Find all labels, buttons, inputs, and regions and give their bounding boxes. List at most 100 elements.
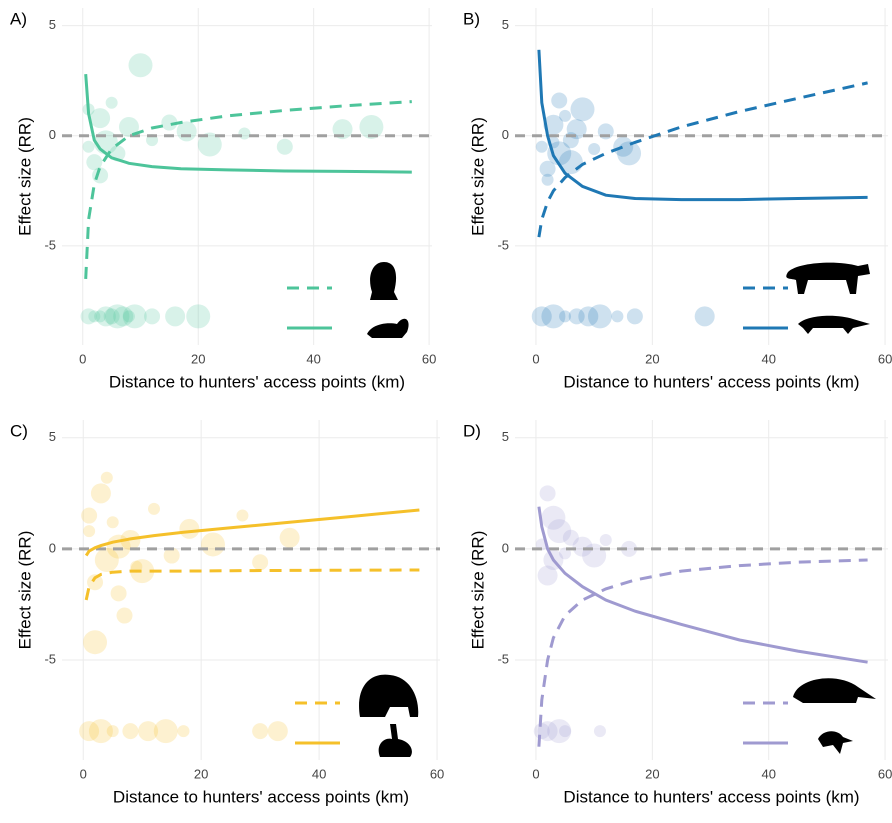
scatter-point	[543, 114, 564, 135]
scatter-point	[87, 574, 104, 591]
scatter-point	[626, 308, 643, 325]
silhouette	[367, 318, 409, 338]
scatter-point	[559, 109, 572, 122]
scatter-point	[613, 136, 634, 157]
x-tick-label: 0	[80, 766, 87, 781]
silhouette	[818, 731, 853, 754]
x-tick-label: 60	[878, 766, 892, 781]
scatter-point	[533, 723, 550, 740]
y-tick-label: 5	[502, 17, 509, 32]
y-axis-title: Effect size (RR)	[15, 531, 34, 650]
y-tick-label: 0	[49, 540, 56, 555]
scatter-point	[539, 160, 556, 177]
scatter-point	[90, 108, 111, 129]
silhouette	[370, 262, 398, 300]
scatter-point	[130, 559, 155, 584]
scatter-point	[252, 723, 269, 740]
y-tick-label: -5	[44, 651, 56, 666]
x-tick-label: 0	[532, 351, 539, 366]
panel-label: B)	[463, 9, 480, 28]
x-tick-label: 60	[878, 351, 892, 366]
scatter-point	[94, 548, 119, 572]
scatter-point	[570, 97, 595, 122]
y-tick-label: -5	[44, 237, 56, 252]
scatter-point	[559, 725, 572, 738]
scatter-point	[88, 310, 101, 323]
x-tick-label: 20	[645, 766, 659, 781]
scatter-point	[95, 306, 116, 327]
scatter-point	[122, 310, 135, 323]
scatter-point	[105, 96, 118, 109]
scatter-point	[165, 306, 186, 327]
curve	[537, 81, 868, 238]
scatter-point	[83, 630, 108, 655]
curve	[84, 508, 420, 557]
panel-label: D)	[463, 421, 481, 440]
scatter-point	[537, 721, 558, 742]
scatter-point	[103, 308, 120, 325]
scatter-point	[531, 306, 552, 327]
scatter-point	[559, 310, 572, 323]
scatter-point	[611, 310, 624, 323]
panel-label: C)	[10, 421, 28, 440]
scatter-point	[238, 127, 251, 140]
x-tick-label: 20	[194, 766, 208, 781]
scatter-point	[197, 132, 222, 157]
scatter-point	[359, 114, 384, 139]
scatter-point	[81, 507, 98, 524]
scatter-point	[551, 92, 568, 109]
scatter-point	[200, 532, 225, 557]
x-tick-label: 0	[79, 351, 86, 366]
scatter-point	[83, 525, 96, 538]
scatter-point	[587, 304, 612, 329]
y-tick-label: 5	[49, 429, 56, 444]
scatter-point	[578, 306, 599, 327]
x-tick-label: 60	[430, 766, 444, 781]
scatter-point	[617, 141, 642, 166]
scatter-point	[122, 723, 139, 740]
x-axis-title: Distance to hunters' access points (km)	[563, 372, 859, 391]
scatter-point	[106, 725, 119, 738]
scatter-point	[186, 304, 211, 329]
scatter-point	[537, 565, 558, 586]
panel-label: A)	[10, 9, 27, 28]
scatter-point	[593, 725, 606, 738]
y-tick-label: -5	[497, 237, 509, 252]
scatter-point	[547, 719, 572, 744]
scatter-point	[153, 719, 178, 744]
scatter-point	[118, 116, 139, 137]
scatter-point	[176, 121, 197, 142]
x-tick-label: 20	[191, 351, 205, 366]
y-tick-label: 0	[502, 540, 509, 555]
curve	[84, 73, 412, 174]
scatter-point	[267, 721, 288, 742]
scatter-point	[566, 119, 587, 140]
scatter-point	[110, 585, 127, 602]
y-tick-label: 0	[49, 127, 56, 142]
scatter-point	[82, 140, 95, 153]
scatter-point	[106, 516, 119, 529]
x-axis-title: Distance to hunters' access points (km)	[563, 787, 859, 806]
scatter-point	[88, 719, 113, 744]
scatter-point	[541, 304, 566, 329]
x-tick-label: 40	[306, 351, 320, 366]
scatter-point	[252, 554, 269, 571]
scatter-point	[144, 308, 161, 325]
scatter-point	[116, 607, 133, 624]
scatter-point	[79, 721, 100, 742]
y-tick-label: -5	[497, 651, 509, 666]
scatter-point	[568, 308, 585, 325]
scatter-point	[122, 304, 147, 329]
scatter-point	[547, 519, 572, 544]
silhouette	[359, 674, 419, 717]
silhouette	[798, 315, 870, 334]
y-axis-title: Effect size (RR)	[468, 117, 487, 236]
y-tick-label: 5	[502, 429, 509, 444]
scatter-point	[541, 173, 554, 186]
scatter-point	[100, 471, 113, 484]
scatter-point	[694, 306, 715, 327]
curve	[537, 49, 868, 202]
scatter-point	[80, 308, 97, 325]
panel: 0 20 40 60 -5 0 5 A) Distance to hunters' access…	[10, 8, 436, 391]
scatter-point	[279, 527, 300, 548]
